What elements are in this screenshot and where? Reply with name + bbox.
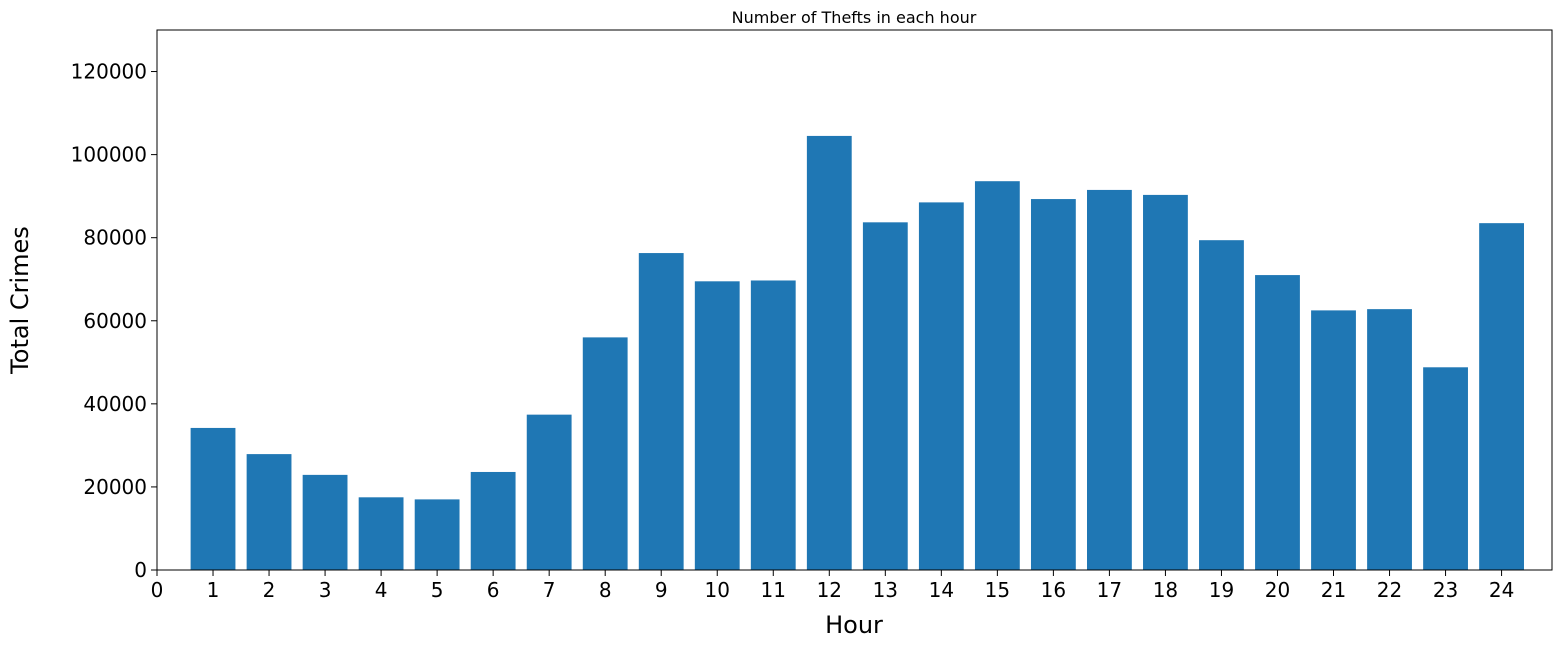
x-tick-label: 20: [1265, 578, 1290, 602]
y-tick-label: 60000: [83, 309, 147, 333]
bar-hour-24: [1479, 223, 1524, 570]
bar-hour-11: [750, 280, 796, 570]
bar-hour-14: [918, 202, 964, 570]
x-tick-label: 10: [705, 578, 730, 602]
bar-hour-16: [1030, 199, 1076, 571]
bar-hour-7: [526, 414, 572, 570]
bar-hour-20: [1255, 275, 1300, 570]
y-axis-ticks: 0 20000 40000 60000 80000 100000 120000: [71, 60, 157, 582]
bar-hour-1: [190, 427, 236, 570]
bar-hour-13: [862, 222, 908, 571]
y-axis-label: Total Crimes: [6, 226, 34, 375]
x-tick-label: 6: [487, 578, 500, 602]
x-tick-label: 23: [1433, 578, 1458, 602]
bar-hour-19: [1199, 240, 1244, 570]
bar-hour-3: [302, 474, 348, 570]
x-tick-label: 4: [375, 578, 388, 602]
y-tick-label: 0: [134, 558, 147, 582]
chart-title: Number of Thefts in each hour: [732, 8, 977, 27]
bar-hour-15: [974, 181, 1020, 570]
plot-frame: [156, 29, 1553, 571]
y-tick-label: 20000: [83, 475, 147, 499]
x-tick-label: 13: [873, 578, 898, 602]
x-tick-label: 2: [263, 578, 276, 602]
bar-hour-18: [1143, 194, 1188, 570]
bar-hour-23: [1423, 367, 1468, 570]
bar-hour-2: [246, 454, 292, 570]
y-tick-label: 100000: [71, 143, 147, 167]
bar-hour-8: [582, 337, 628, 570]
bar-hour-6: [470, 471, 516, 570]
bar-hour-5: [414, 499, 460, 570]
x-tick-label: 18: [1153, 578, 1178, 602]
x-tick-label: 16: [1041, 578, 1066, 602]
x-tick-label: 24: [1489, 578, 1514, 602]
x-tick-label: 11: [761, 578, 786, 602]
x-tick-label: 3: [319, 578, 332, 602]
x-tick-label: 5: [431, 578, 444, 602]
bar-hour-17: [1087, 189, 1132, 570]
bar-hour-21: [1311, 310, 1356, 570]
bars-group: [190, 135, 1524, 571]
bar-hour-12: [806, 135, 852, 570]
x-tick-label: 0: [151, 578, 164, 602]
x-axis-label: Hour: [825, 611, 883, 639]
x-tick-label: 15: [985, 578, 1010, 602]
x-tick-label: 17: [1097, 578, 1122, 602]
x-tick-label: 7: [543, 578, 556, 602]
x-tick-label: 14: [929, 578, 954, 602]
x-tick-label: 8: [599, 578, 612, 602]
bar-hour-10: [694, 281, 740, 570]
x-tick-label: 9: [655, 578, 668, 602]
y-tick-label: 40000: [83, 392, 147, 416]
y-tick-label: 120000: [71, 60, 147, 84]
bar-hour-22: [1367, 309, 1412, 570]
x-axis-ticks: 0 1 2 3 4 5 6 7 8 9 10 11 12 13 14 15 16 17 18 19 20 21 22 23 24: [151, 570, 1514, 602]
x-tick-label: 22: [1377, 578, 1402, 602]
x-tick-label: 19: [1209, 578, 1234, 602]
bar-hour-9: [638, 253, 684, 571]
x-tick-label: 1: [207, 578, 220, 602]
x-tick-label: 12: [817, 578, 842, 602]
bar-hour-4: [358, 497, 404, 570]
y-tick-label: 80000: [83, 226, 147, 250]
x-tick-label: 21: [1321, 578, 1346, 602]
